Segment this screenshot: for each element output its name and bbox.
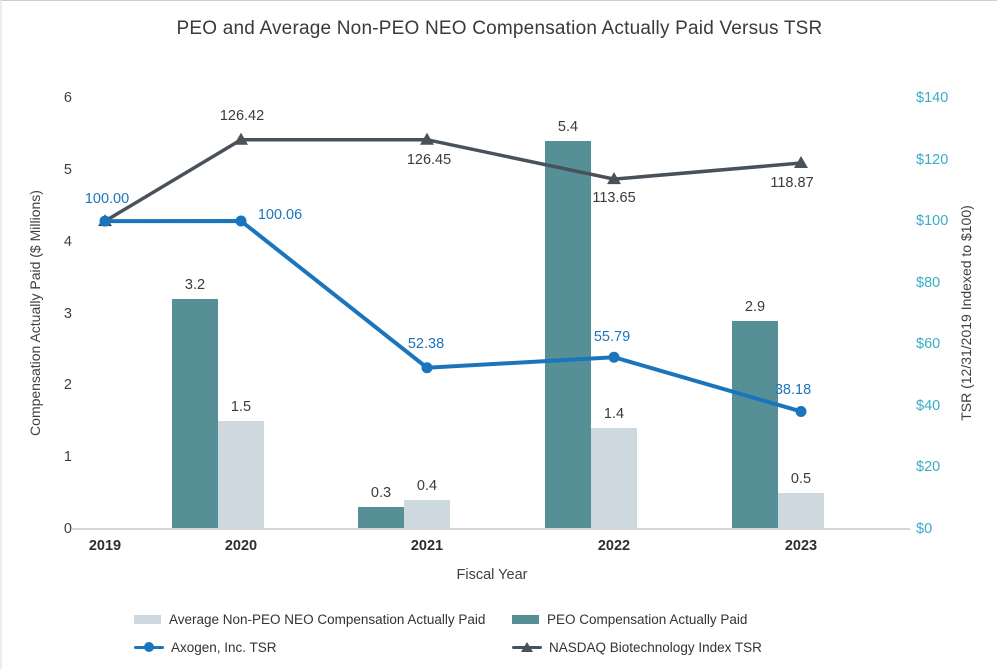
bar-average-non-peo-neo-compensation-actually-paid <box>591 428 637 529</box>
legend-label: Average Non-PEO NEO Compensation Actuall… <box>169 611 486 627</box>
line-value-label: 52.38 <box>407 335 445 352</box>
legend-label: NASDAQ Biotechnology Index TSR <box>549 639 762 655</box>
bar-peo-compensation-actually-paid <box>732 320 778 529</box>
bar-average-non-peo-neo-compensation-actually-paid <box>404 500 450 529</box>
x-axis-title: Fiscal Year <box>456 567 528 583</box>
line-marker-triangle <box>794 156 808 169</box>
legend-circle-marker-icon <box>144 642 154 652</box>
bar-value-label: 3.2 <box>184 276 206 293</box>
left-axis-tick-label: 0 <box>63 521 72 537</box>
legend-item-peo-compensation-actually-paid: PEO Compensation Actually Paid <box>512 609 747 629</box>
legend-item-average-non-peo-neo-compensation-actually-paid: Average Non-PEO NEO Compensation Actuall… <box>134 609 485 629</box>
legend-item-axogen-inc-tsr: Axogen, Inc. TSR <box>134 637 277 657</box>
bar-peo-compensation-actually-paid <box>545 141 591 529</box>
bar-value-label: 0.3 <box>370 485 392 502</box>
chart-title: PEO and Average Non-PEO NEO Compensation… <box>176 18 823 39</box>
right-axis-tick-label: $60 <box>916 336 941 353</box>
bar-value-label: 0.4 <box>416 478 438 495</box>
x-axis-category-label: 2021 <box>410 538 444 554</box>
bar-value-label: 5.4 <box>557 118 579 135</box>
bar-value-label: 1.5 <box>230 399 252 415</box>
legend-label: Axogen, Inc. TSR <box>171 639 277 655</box>
right-axis-tick-label: $20 <box>916 459 941 476</box>
left-axis-tick-label: 4 <box>63 233 72 250</box>
line-nasdaq-biotechnology-index-tsr <box>104 137 802 223</box>
bar-peo-compensation-actually-paid <box>172 299 218 529</box>
bar-average-non-peo-neo-compensation-actually-paid <box>218 421 264 529</box>
line-value-label: 38.18 <box>774 382 812 399</box>
line-marker-triangle <box>420 132 434 145</box>
right-axis-tick-label: $0 <box>916 521 933 537</box>
x-axis-category-label: 2020 <box>224 538 258 554</box>
x-axis-category-label: 2019 <box>88 538 122 554</box>
line-value-label: 126.45 <box>406 151 452 168</box>
left-axis-tick-label: 1 <box>63 449 72 466</box>
right-axis-tick-label: $140 <box>916 90 949 106</box>
right-axis-tick-label: $40 <box>916 397 941 414</box>
left-axis-tick-label: 3 <box>63 305 72 322</box>
bar-value-label: 0.5 <box>790 470 812 487</box>
x-axis-category-label: 2023 <box>784 538 818 554</box>
bar-average-non-peo-neo-compensation-actually-paid <box>778 493 824 529</box>
line-marker-circle <box>99 215 111 227</box>
line-value-label: 118.87 <box>770 174 814 191</box>
x-axis-category-label: 2022 <box>597 538 631 554</box>
line-marker-circle <box>235 215 247 227</box>
right-axis-tick-label: $120 <box>916 151 949 168</box>
line-marker-circle <box>608 351 620 363</box>
bar-value-label: 2.9 <box>744 298 766 315</box>
line-value-label: 113.65 <box>592 189 636 206</box>
legend-bar-swatch <box>134 614 161 624</box>
line-marker-circle <box>421 362 433 374</box>
left-axis-tick-label: 2 <box>63 377 72 394</box>
legend-bar-swatch <box>512 614 539 624</box>
right-axis-tick-label: $80 <box>916 274 941 291</box>
legend-line-swatch <box>512 640 542 654</box>
right-axis-tick-label: $100 <box>916 213 949 230</box>
legend-triangle-marker-icon <box>521 642 533 652</box>
line-marker-triangle <box>607 172 621 185</box>
bar-value-label: 1.4 <box>603 406 625 423</box>
line-marker-triangle <box>234 132 248 145</box>
x-axis-line <box>72 528 910 530</box>
legend-item-nasdaq-biotechnology-index-tsr: NASDAQ Biotechnology Index TSR <box>512 637 762 657</box>
bar-peo-compensation-actually-paid <box>358 507 404 529</box>
legend-line-swatch <box>134 640 164 654</box>
line-axogen-inc-tsr <box>104 218 802 414</box>
line-value-label: 100.00 <box>84 190 130 207</box>
left-axis-tick-label: 6 <box>63 90 72 106</box>
line-value-label: 55.79 <box>593 328 631 345</box>
legend-label: PEO Compensation Actually Paid <box>547 611 748 627</box>
line-value-label: 100.06 <box>257 206 303 223</box>
left-axis-tick-label: 5 <box>63 161 72 178</box>
line-marker-circle <box>795 405 807 417</box>
line-value-label: 126.42 <box>219 107 265 124</box>
